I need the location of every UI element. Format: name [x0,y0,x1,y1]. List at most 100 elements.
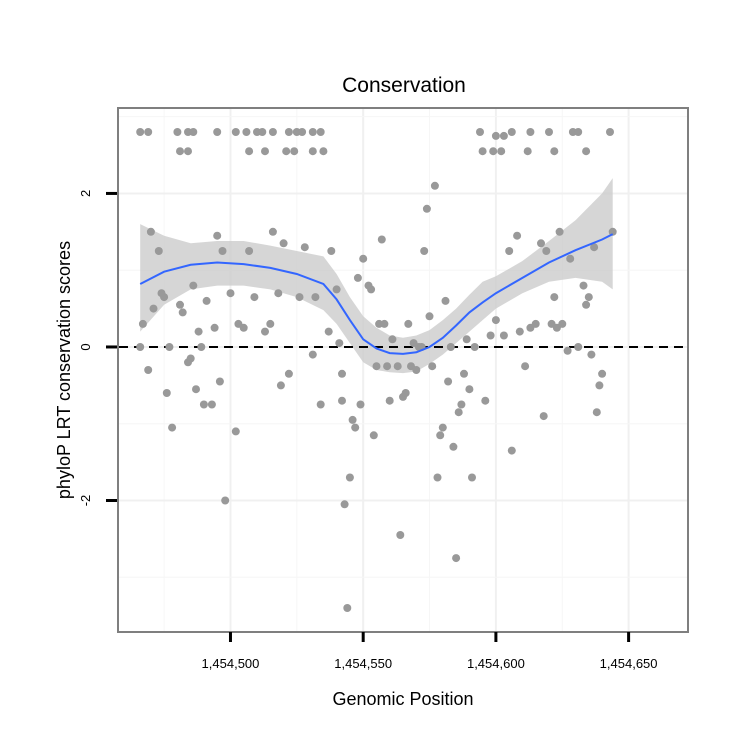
data-point [377,235,386,244]
data-point [478,147,487,156]
data-point [338,396,346,405]
data-point [160,293,169,302]
data-point [465,385,474,394]
x-axis: 1,454,500 1,454,550 1,454,600 1,454,650 [202,632,658,671]
data-point [149,304,158,313]
data-point [436,431,445,440]
data-point [542,247,551,255]
data-point [460,369,468,378]
data-point [590,243,599,252]
data-point [505,247,514,255]
data-point [372,362,381,371]
data-point [574,128,583,136]
data-point [173,128,182,136]
data-point [324,327,333,336]
data-point [274,289,283,298]
data-point [284,128,293,136]
data-point [550,293,559,302]
data-point [231,128,240,136]
data-point [412,366,421,374]
data-point [199,400,208,409]
data-point [308,350,317,359]
data-point [513,231,522,240]
y-tick-label: 0 [78,343,93,350]
data-point [369,431,378,440]
data-point [138,319,147,328]
x-tick-label: 1,454,600 [467,656,525,671]
data-point [154,247,163,255]
data-point [486,331,495,340]
data-point [393,362,402,371]
data-point [462,335,471,344]
data-point [176,147,184,156]
data-point [531,319,540,328]
data-point [507,128,516,136]
data-point [420,247,429,255]
data-point [311,293,320,302]
data-point [242,128,251,136]
data-point [327,247,336,255]
data-point [523,147,532,156]
x-tick-label: 1,454,650 [600,656,658,671]
data-point [489,147,498,156]
data-point [261,327,269,336]
data-point [226,289,235,298]
data-point [210,323,219,332]
data-point [396,531,405,539]
data-point [308,128,317,136]
data-point [316,400,325,409]
data-point [221,496,230,505]
data-point [526,128,535,136]
data-point [345,473,354,482]
data-point [144,366,153,374]
data-point [446,343,455,351]
data-point [404,319,413,328]
data-point [144,128,153,136]
data-point [401,389,410,397]
data-point [425,312,434,321]
data-point [598,369,607,378]
data-point [338,369,346,378]
data-point [566,254,575,263]
data-points-layer [136,128,617,612]
data-point [194,327,203,336]
data-point [452,554,461,563]
data-point [438,423,447,432]
data-point [537,239,545,248]
data-point [356,400,365,409]
data-point [476,128,484,136]
data-point [197,343,206,351]
data-point [582,147,591,156]
data-point [430,181,439,190]
data-point [587,350,596,359]
data-point [335,339,344,348]
data-point [385,396,394,405]
data-point [582,300,591,309]
data-point [268,227,277,236]
data-point [574,343,583,351]
data-point [353,273,362,282]
data-point [470,343,479,351]
data-point [250,293,259,302]
data-point [239,323,248,332]
data-point [189,128,198,136]
data-point [266,319,275,328]
data-point [319,147,328,156]
data-point [261,147,269,156]
smooth-trend-line [139,233,614,355]
data-point [343,604,352,612]
data-point [595,381,604,390]
data-point [290,147,299,156]
data-point [515,327,524,336]
data-point [136,128,145,136]
data-point [215,377,224,386]
data-point [202,296,211,305]
data-point [245,247,254,255]
data-point [592,408,601,417]
data-point [245,147,254,156]
data-point [192,385,200,394]
data-point [539,412,548,421]
x-tick-label: 1,454,550 [334,656,392,671]
data-point [351,423,360,432]
